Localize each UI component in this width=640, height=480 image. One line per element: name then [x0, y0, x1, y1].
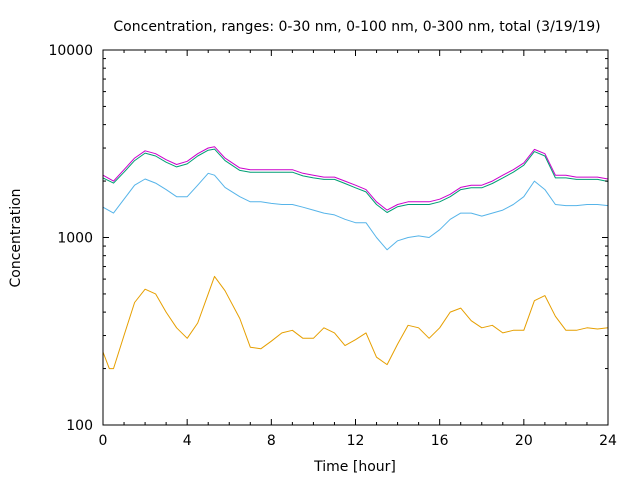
series-line-3	[102, 172, 609, 251]
x-tick-label: 4	[183, 433, 192, 449]
x-tick-label: 20	[515, 433, 533, 449]
y-axis-label: Concentration	[8, 188, 24, 287]
ticks-layer: 0 4 8 12 16 20 24 100 1000 10000	[48, 43, 617, 449]
x-tick-label: 24	[599, 433, 617, 449]
x-tick-label: 8	[267, 433, 276, 449]
x-tick-label: 16	[431, 433, 449, 449]
x-tick-label: 12	[347, 433, 365, 449]
series-line-4	[102, 275, 609, 370]
series-line-2	[102, 148, 609, 213]
x-tick-label: 0	[99, 433, 108, 449]
x-axis-label: Time [hour]	[313, 459, 396, 475]
chart-title: Concentration, ranges: 0-30 nm, 0-100 nm…	[113, 19, 600, 35]
y-tick-label: 10000	[48, 43, 93, 59]
series-line-1	[102, 146, 609, 211]
y-tick-label: 100	[66, 418, 93, 434]
plot-frame	[102, 49, 609, 426]
y-tick-label: 1000	[57, 231, 93, 247]
series-layer	[102, 146, 609, 370]
